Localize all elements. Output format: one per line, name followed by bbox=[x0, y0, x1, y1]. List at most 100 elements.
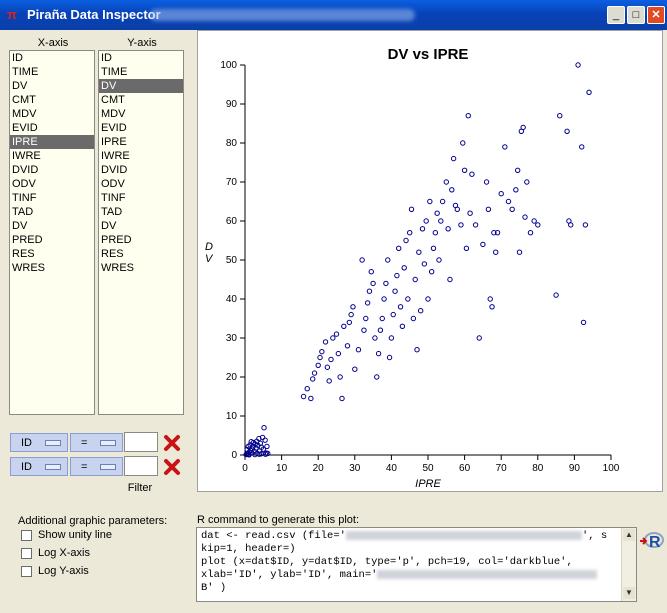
log-x-checkbox[interactable] bbox=[21, 548, 32, 559]
data-point bbox=[374, 374, 380, 380]
data-point bbox=[580, 319, 587, 326]
xaxis-list-item[interactable]: DV bbox=[12, 80, 28, 92]
xaxis-list-item[interactable]: PRED bbox=[12, 234, 43, 246]
filter-operator-select-2[interactable]: = bbox=[70, 457, 123, 476]
remove-filter-icon-1[interactable] bbox=[163, 434, 181, 452]
run-in-r-icon[interactable]: R bbox=[640, 530, 664, 552]
data-point bbox=[407, 230, 413, 236]
data-point bbox=[390, 311, 396, 318]
data-point bbox=[355, 347, 362, 353]
unity-line-checkbox[interactable] bbox=[21, 530, 32, 541]
data-point bbox=[352, 366, 358, 372]
yaxis-list-item[interactable]: DV bbox=[99, 79, 183, 93]
xaxis-list-item[interactable]: MDV bbox=[12, 108, 37, 120]
yaxis-list-item[interactable]: DV bbox=[101, 220, 117, 232]
xaxis-list-item[interactable]: EVID bbox=[12, 122, 38, 134]
yaxis-list-item[interactable]: PRED bbox=[101, 234, 132, 246]
y-axis-list[interactable]: ID TIME DV CMT MDV EVID IPRE IWRE DVID ODV TINF TAD… bbox=[98, 50, 184, 415]
yaxis-list-item[interactable]: RES bbox=[101, 248, 124, 260]
xaxis-list-item[interactable]: DVID bbox=[12, 164, 39, 176]
log-y-checkbox[interactable] bbox=[21, 566, 32, 577]
filter-button[interactable]: Filter bbox=[123, 480, 157, 497]
xaxis-list-item[interactable]: CMT bbox=[12, 94, 36, 106]
xaxis-list-item[interactable]: TIME bbox=[12, 66, 39, 78]
data-point bbox=[256, 451, 262, 457]
r-command-scrollbar[interactable]: ▲ ▼ bbox=[621, 528, 636, 601]
data-point bbox=[432, 230, 439, 236]
data-point bbox=[434, 210, 440, 216]
close-button[interactable]: ✕ bbox=[647, 6, 665, 24]
unity-line-label: Show unity line bbox=[38, 529, 112, 541]
data-point bbox=[244, 446, 250, 453]
yaxis-list-item[interactable]: ODV bbox=[101, 178, 125, 190]
y-tick-label: 30 bbox=[226, 333, 238, 344]
yaxis-list-item[interactable]: DVID bbox=[101, 164, 128, 176]
filter-column-select-1[interactable]: ID bbox=[10, 433, 68, 452]
xaxis-list-item[interactable]: ODV bbox=[12, 178, 36, 190]
xaxis-list-item[interactable]: WRES bbox=[12, 262, 45, 274]
data-point bbox=[450, 155, 457, 162]
data-point bbox=[514, 167, 521, 174]
xaxis-list-item[interactable]: ID bbox=[12, 52, 23, 64]
yaxis-list-item[interactable]: TINF bbox=[101, 192, 126, 204]
dropdown-icon bbox=[45, 464, 61, 470]
xaxis-list-item[interactable]: RES bbox=[12, 248, 35, 260]
data-point bbox=[586, 89, 592, 95]
data-point bbox=[310, 376, 316, 382]
filter-column-value-2: ID bbox=[21, 461, 32, 473]
data-point bbox=[377, 327, 384, 333]
filter-value-input-2[interactable] bbox=[124, 456, 158, 476]
yaxis-list-item[interactable]: EVID bbox=[101, 122, 127, 134]
xaxis-list-item[interactable]: TINF bbox=[12, 192, 37, 204]
yaxis-list-item[interactable]: WRES bbox=[101, 262, 134, 274]
data-point bbox=[579, 144, 585, 150]
minimize-button[interactable]: _ bbox=[607, 6, 625, 24]
scroll-up-icon[interactable]: ▲ bbox=[623, 529, 635, 541]
yaxis-list-item[interactable]: IWRE bbox=[101, 150, 130, 162]
data-point bbox=[439, 198, 446, 205]
data-point bbox=[264, 450, 271, 457]
data-point bbox=[335, 350, 342, 357]
data-point bbox=[245, 443, 251, 450]
xaxis-list-item[interactable]: IWRE bbox=[12, 150, 41, 162]
y-tick-label: 80 bbox=[226, 138, 238, 149]
svg-text:R: R bbox=[649, 534, 661, 551]
yaxis-list-item[interactable]: TIME bbox=[101, 66, 128, 78]
data-point bbox=[405, 296, 411, 302]
data-point bbox=[480, 241, 486, 248]
r-command-textbox[interactable]: dat <- read.csv (file=' ', s kip=1, heade… bbox=[196, 527, 637, 602]
data-point bbox=[333, 331, 340, 337]
x-axis-label: IPRE bbox=[415, 478, 441, 490]
remove-filter-icon-2[interactable] bbox=[163, 458, 181, 476]
yaxis-list-item[interactable]: IPRE bbox=[101, 136, 127, 148]
x-tick-label: 0 bbox=[242, 463, 248, 474]
y-tick-label: 60 bbox=[226, 216, 238, 227]
yaxis-list-item[interactable]: MDV bbox=[101, 108, 126, 120]
data-point bbox=[493, 249, 499, 255]
data-point bbox=[386, 354, 393, 361]
data-point bbox=[438, 218, 444, 224]
xaxis-list-item[interactable]: IPRE bbox=[10, 135, 94, 149]
data-point bbox=[483, 179, 490, 185]
x-axis-list[interactable]: ID TIME DV CMT MDV EVID IPRE IWRE DVID ODV TINF TAD… bbox=[9, 50, 95, 415]
yaxis-list-item[interactable]: CMT bbox=[101, 94, 125, 106]
data-point bbox=[372, 335, 378, 341]
x-tick-label: 70 bbox=[496, 463, 508, 474]
data-point bbox=[491, 230, 497, 236]
x-tick-label: 100 bbox=[603, 463, 620, 474]
data-point bbox=[246, 452, 252, 458]
scroll-down-icon[interactable]: ▼ bbox=[623, 587, 635, 599]
filter-column-select-2[interactable]: ID bbox=[10, 457, 68, 476]
data-point bbox=[401, 265, 407, 271]
data-point bbox=[317, 354, 323, 361]
filter-value-input-1[interactable] bbox=[124, 432, 158, 452]
yaxis-list-item[interactable]: ID bbox=[101, 52, 112, 64]
yaxis-list-item[interactable]: TAD bbox=[101, 206, 123, 218]
xaxis-list-item[interactable]: DV bbox=[12, 220, 28, 232]
filter-operator-select-1[interactable]: = bbox=[70, 433, 123, 452]
xaxis-list-item[interactable]: TAD bbox=[12, 206, 34, 218]
maximize-button[interactable]: □ bbox=[627, 6, 645, 24]
data-point bbox=[375, 350, 382, 357]
data-point bbox=[522, 214, 528, 220]
data-point bbox=[346, 319, 353, 326]
